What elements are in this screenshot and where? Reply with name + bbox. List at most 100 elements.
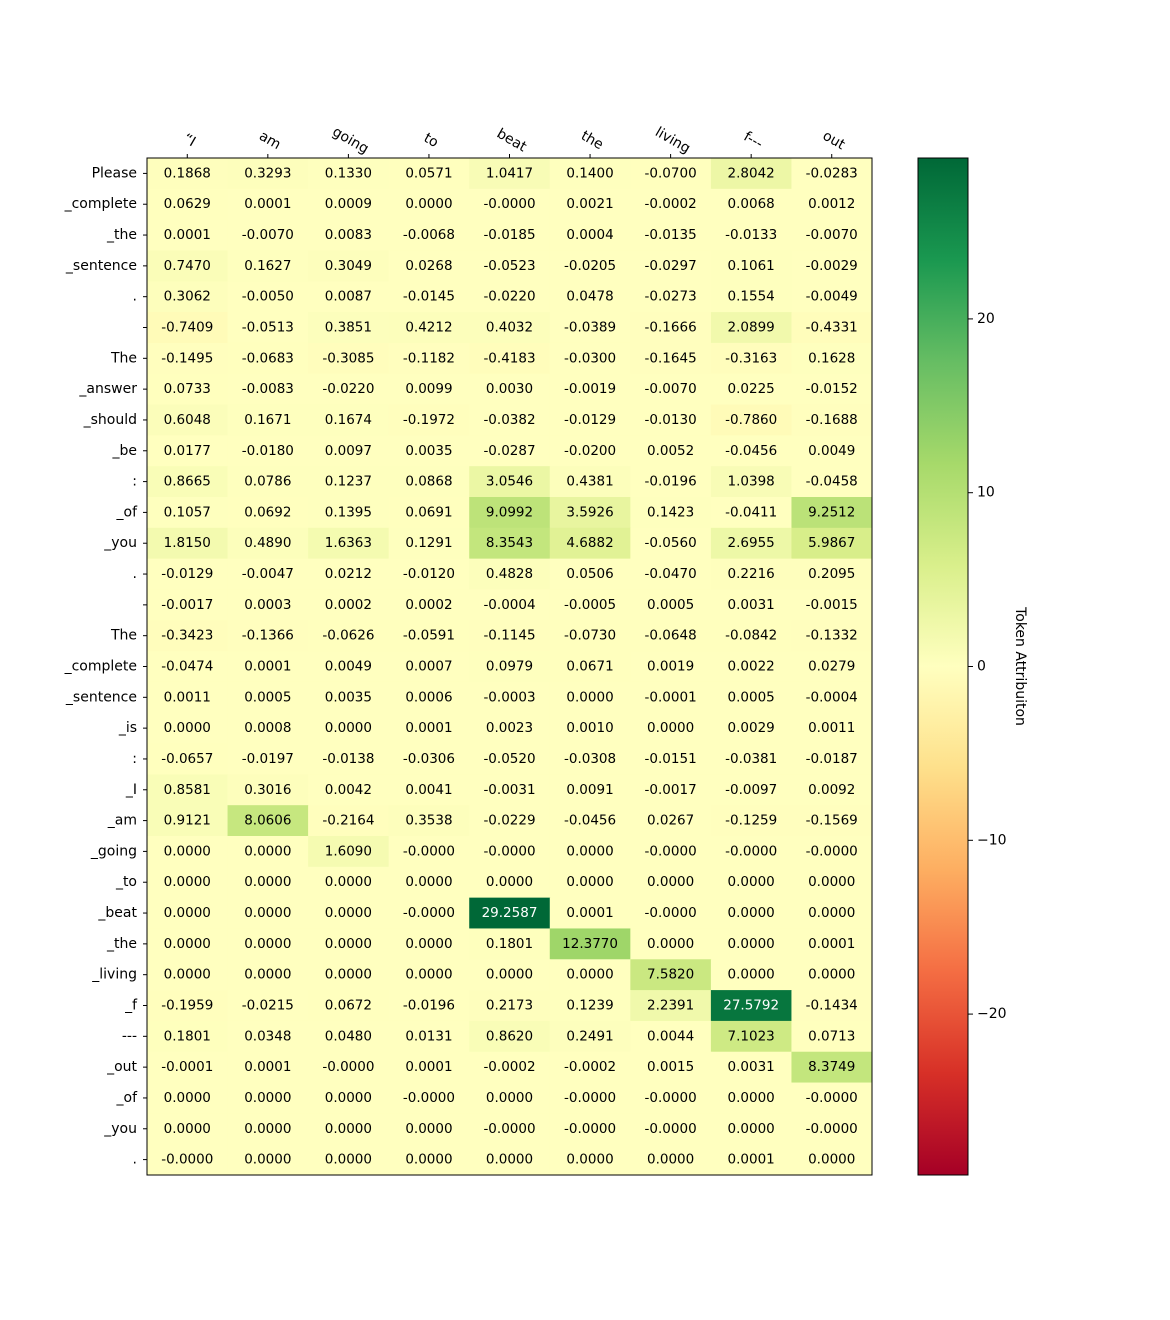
cell-label: -0.0513 <box>242 320 294 336</box>
heatmap-cell <box>710 836 792 868</box>
heatmap-cell <box>549 836 631 868</box>
cell-label: -0.0458 <box>806 474 858 490</box>
cell-label: 0.0003 <box>244 597 291 613</box>
heatmap-cell <box>549 589 631 621</box>
cell-label: -0.0300 <box>564 350 616 366</box>
heatmap-cell <box>308 959 390 991</box>
cell-label: -0.0133 <box>725 227 777 243</box>
heatmap-cell <box>469 250 551 282</box>
heatmap-cell <box>469 712 551 745</box>
cell-label: 0.0001 <box>244 659 291 675</box>
heatmap-cell <box>791 1144 873 1176</box>
heatmap-cell <box>388 188 470 221</box>
cell-label: 0.0000 <box>808 905 855 921</box>
cell-label: 0.0015 <box>647 1059 694 1075</box>
heatmap-cell <box>388 651 470 683</box>
cell-label: 2.8042 <box>728 165 775 181</box>
cell-label: -0.0297 <box>645 258 697 274</box>
cell-label: 2.2391 <box>647 998 694 1014</box>
heatmap-cell <box>791 219 873 251</box>
heatmap-cell <box>549 188 631 221</box>
heatmap-cell <box>469 158 551 190</box>
cell-label: -0.0220 <box>322 381 374 397</box>
cell-label: -0.3423 <box>161 628 213 644</box>
heatmap-cell <box>630 373 712 406</box>
cell-label: -0.0591 <box>403 628 455 644</box>
cell-label: -0.1972 <box>403 412 455 428</box>
heatmap-cell <box>227 527 309 560</box>
heatmap-cell <box>791 805 873 837</box>
heatmap-cell <box>549 866 631 899</box>
heatmap-cell <box>630 836 712 868</box>
cell-label: -0.0001 <box>645 689 697 705</box>
y-tick-label: --- <box>122 1028 137 1044</box>
heatmap-cell <box>388 158 470 190</box>
heatmap-cell <box>147 312 229 344</box>
cell-label: 2.0899 <box>728 320 775 336</box>
cell-label: 7.5820 <box>647 967 694 983</box>
cell-label: 0.0000 <box>164 1121 211 1137</box>
heatmap-cell <box>227 466 309 498</box>
heatmap-cell <box>388 836 470 868</box>
cell-label: -0.0135 <box>645 227 697 243</box>
cell-label: -0.0017 <box>645 782 697 798</box>
heatmap-cell <box>147 250 229 282</box>
heatmap-cell <box>308 158 390 190</box>
cell-label: -0.0456 <box>564 813 616 829</box>
y-tick-label: . <box>133 566 137 582</box>
y-tick-label: _you <box>103 1121 137 1137</box>
cell-label: 0.0267 <box>647 813 694 829</box>
cell-label: 0.8665 <box>164 474 211 490</box>
cell-label: -0.0197 <box>242 751 294 767</box>
cell-label: -0.0000 <box>403 905 455 921</box>
cell-label: -0.1259 <box>725 813 777 829</box>
heatmap-cell <box>227 990 309 1022</box>
y-tick-label: : <box>132 474 137 490</box>
cell-label: 0.0000 <box>244 1090 291 1106</box>
heatmap-cell <box>791 342 873 375</box>
heatmap-cell <box>549 928 631 960</box>
heatmap-cell <box>147 342 229 375</box>
cell-label: -0.0185 <box>483 227 535 243</box>
heatmap-cells <box>147 158 873 1176</box>
heatmap-cell <box>791 158 873 190</box>
heatmap-cell <box>388 589 470 621</box>
cell-label: -0.0187 <box>806 751 858 767</box>
heatmap-cell <box>791 1113 873 1145</box>
cell-label: -0.0145 <box>403 289 455 305</box>
heatmap-cell <box>147 558 229 590</box>
heatmap-cell <box>791 373 873 406</box>
cell-label: 0.0000 <box>325 936 372 952</box>
heatmap-cell <box>469 897 551 929</box>
heatmap-cell <box>630 466 712 498</box>
cell-label: 0.2095 <box>808 566 855 582</box>
heatmap-cell <box>227 589 309 621</box>
y-tick-label: _is <box>118 720 137 736</box>
heatmap-cell <box>549 959 631 991</box>
heatmap-cell <box>227 158 309 190</box>
cell-label: 0.0000 <box>244 936 291 952</box>
heatmap-cell <box>469 497 551 529</box>
x-tick-label: “I <box>180 131 198 151</box>
cell-label: 0.4212 <box>405 320 452 336</box>
cell-label: 0.0004 <box>566 227 613 243</box>
cell-label: -0.0456 <box>725 443 777 459</box>
cell-label: -0.1688 <box>806 412 858 428</box>
cell-label: 0.0212 <box>325 566 372 582</box>
cell-label: -0.2164 <box>322 813 374 829</box>
cell-label: 0.0979 <box>486 659 533 675</box>
heatmap-cell <box>147 1082 229 1114</box>
cell-label: 0.4890 <box>244 535 291 551</box>
cell-label: -0.0411 <box>725 504 777 520</box>
heatmap-cell <box>147 188 229 221</box>
heatmap-cell <box>469 219 551 251</box>
cell-label: 0.0000 <box>486 967 533 983</box>
heatmap-cell <box>227 219 309 251</box>
cell-label: 0.1628 <box>808 350 855 366</box>
cell-label: -0.7860 <box>725 412 777 428</box>
heatmap-cell <box>147 1051 229 1084</box>
heatmap-cell <box>308 743 390 775</box>
cell-label: -0.0648 <box>645 628 697 644</box>
cell-label: 0.0000 <box>486 874 533 890</box>
heatmap-cell <box>147 1020 229 1053</box>
